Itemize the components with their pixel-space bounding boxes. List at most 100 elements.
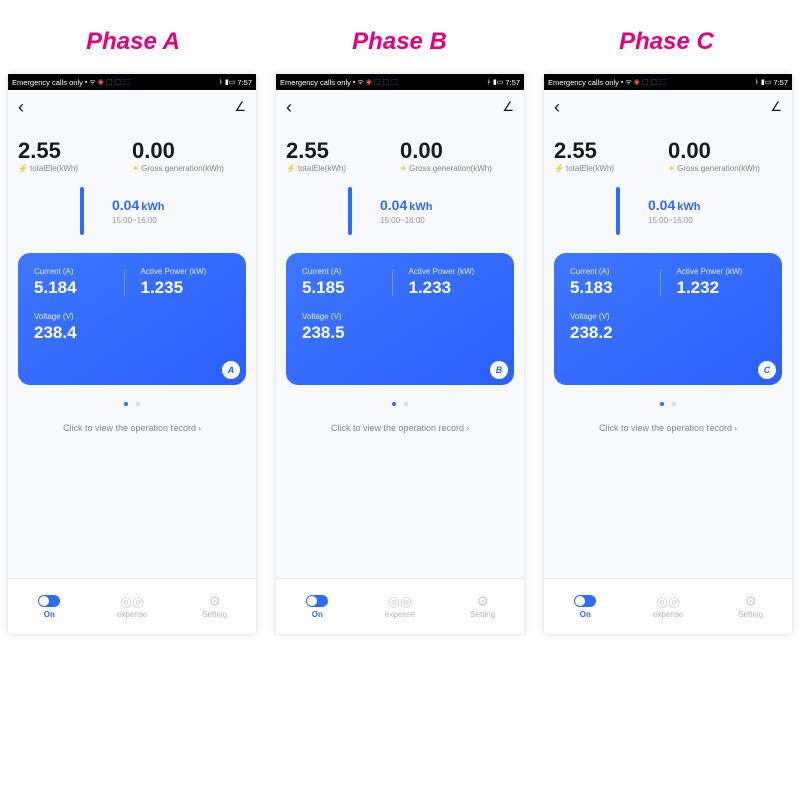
chart-value: 0.04 bbox=[112, 197, 139, 213]
phones-row: Emergency calls only ▪ ᯤ ◉ ⬚ ⬚ ⬚ ᚼ ▮▭ 7:… bbox=[0, 74, 800, 800]
chart-info: 0.04kWh 15:00~16:00 bbox=[648, 197, 700, 225]
operation-record-link[interactable]: Click to view the operation record› bbox=[8, 423, 256, 433]
chart-time-range: 15:00~16:00 bbox=[648, 216, 700, 225]
nav-on[interactable]: On bbox=[8, 579, 91, 634]
dot-active bbox=[124, 402, 128, 406]
phone-screen: Emergency calls only ▪ ᯤ ◉ ⬚ ⬚ ⬚ ᚼ ▮▭ 7:… bbox=[544, 74, 792, 634]
status-right: ᚼ ▮▭ 7:57 bbox=[487, 78, 520, 87]
gross-gen-label: ☀Gross generation(kWh) bbox=[132, 164, 246, 173]
operation-record-link[interactable]: Click to view the operation record› bbox=[544, 423, 792, 433]
gear-icon: ⚙ bbox=[472, 594, 494, 608]
chart-value-line: 0.04kWh bbox=[380, 197, 432, 215]
current-label: Current (A) bbox=[570, 267, 660, 276]
signal-icon: ▪ bbox=[85, 79, 87, 86]
gross-gen-value: 0.00 bbox=[668, 138, 782, 164]
active-power-value: 1.233 bbox=[409, 278, 499, 298]
page-dots bbox=[8, 393, 256, 411]
readings-card[interactable]: Current (A) 5.185 Active Power (kW) 1.23… bbox=[286, 253, 514, 385]
status-left: Emergency calls only ▪ ᯤ ◉ ⬚ ⬚ ⬚ bbox=[280, 78, 398, 87]
nav-on[interactable]: On bbox=[544, 579, 627, 634]
gear-icon: ⚙ bbox=[740, 594, 762, 608]
battery-icon: ▮▭ bbox=[225, 78, 235, 86]
chevron-right-icon: › bbox=[466, 423, 469, 433]
phase-title: Phase B bbox=[352, 28, 447, 56]
gear-icon: ⚙ bbox=[204, 594, 226, 608]
sun-icon: ☀ bbox=[668, 164, 675, 173]
back-button[interactable]: ‹ bbox=[554, 97, 560, 118]
nav-setting-label: Setting bbox=[202, 610, 227, 619]
bottom-nav: On ◎◎ expense ⚙ Setting bbox=[8, 578, 256, 634]
coins-icon: ◎◎ bbox=[389, 594, 411, 608]
voltage-label: Voltage (V) bbox=[302, 312, 498, 321]
nav-on[interactable]: On bbox=[276, 579, 359, 634]
readings-card[interactable]: Current (A) 5.183 Active Power (kW) 1.23… bbox=[554, 253, 782, 385]
nav-expense[interactable]: ◎◎ expense bbox=[91, 579, 174, 634]
total-ele-label: ⚡totalEle(kWh) bbox=[554, 164, 668, 173]
chart-time-range: 15:00~16:00 bbox=[380, 216, 432, 225]
active-power-value: 1.232 bbox=[677, 278, 767, 298]
nav-setting[interactable]: ⚙ Setting bbox=[173, 579, 256, 634]
edit-button[interactable]: ∠ bbox=[234, 99, 246, 115]
bolt-icon: ⚡ bbox=[18, 164, 28, 173]
wifi-icon: ᯤ bbox=[625, 78, 631, 87]
nav-setting-label: Setting bbox=[738, 610, 763, 619]
signal-icon: ▪ bbox=[621, 79, 623, 86]
status-left: Emergency calls only ▪ ᯤ ◉ ⬚ ⬚ ⬚ bbox=[548, 78, 666, 87]
battery-icon: ▮▭ bbox=[761, 78, 771, 86]
dot-inactive bbox=[404, 402, 408, 406]
coins-icon: ◎◎ bbox=[657, 594, 679, 608]
app-icon: ⬚ bbox=[651, 78, 658, 86]
status-network-text: Emergency calls only bbox=[12, 78, 83, 87]
back-button[interactable]: ‹ bbox=[286, 97, 292, 118]
status-time: 7:57 bbox=[505, 78, 520, 87]
chart-area: 0.04kWh 15:00~16:00 bbox=[544, 177, 792, 253]
page-dots bbox=[544, 393, 792, 411]
edit-button[interactable]: ∠ bbox=[502, 99, 514, 115]
dot-active bbox=[392, 402, 396, 406]
app-header: ‹ ∠ bbox=[544, 90, 792, 124]
voltage-cell: Voltage (V) 238.4 bbox=[34, 312, 230, 343]
app-header: ‹ ∠ bbox=[8, 90, 256, 124]
total-ele-value: 2.55 bbox=[286, 138, 400, 164]
infographic-container: Phase A Phase B Phase C Emergency calls … bbox=[0, 0, 800, 800]
nav-setting[interactable]: ⚙ Setting bbox=[441, 579, 524, 634]
app-icon: ◉ bbox=[366, 78, 372, 86]
dot-inactive bbox=[136, 402, 140, 406]
edit-button[interactable]: ∠ bbox=[770, 99, 782, 115]
chart-unit: kWh bbox=[677, 201, 700, 213]
app-icon: ⬚ bbox=[383, 78, 390, 86]
sun-icon: ☀ bbox=[400, 164, 407, 173]
status-time: 7:57 bbox=[773, 78, 788, 87]
bluetooth-icon: ᚼ bbox=[487, 79, 491, 86]
phase-badge: A bbox=[222, 361, 240, 379]
active-power-label: Active Power (kW) bbox=[677, 267, 767, 276]
active-power-label: Active Power (kW) bbox=[409, 267, 499, 276]
nav-expense[interactable]: ◎◎ expense bbox=[359, 579, 442, 634]
active-power-cell: Active Power (kW) 1.233 bbox=[393, 267, 499, 298]
status-network-text: Emergency calls only bbox=[280, 78, 351, 87]
total-ele-block: 2.55 ⚡totalEle(kWh) bbox=[18, 138, 132, 173]
nav-on-label: On bbox=[312, 610, 323, 619]
app-icon: ⬚ bbox=[115, 78, 122, 86]
active-power-value: 1.235 bbox=[141, 278, 231, 298]
operation-record-link[interactable]: Click to view the operation record› bbox=[276, 423, 524, 433]
status-left: Emergency calls only ▪ ᯤ ◉ ⬚ ⬚ ⬚ bbox=[12, 78, 130, 87]
nav-expense[interactable]: ◎◎ expense bbox=[627, 579, 710, 634]
chart-unit: kWh bbox=[409, 201, 432, 213]
phone-screen: Emergency calls only ▪ ᯤ ◉ ⬚ ⬚ ⬚ ᚼ ▮▭ 7:… bbox=[276, 74, 524, 634]
chart-area: 0.04kWh 15:00~16:00 bbox=[276, 177, 524, 253]
bolt-icon: ⚡ bbox=[286, 164, 296, 173]
chevron-right-icon: › bbox=[734, 423, 737, 433]
gross-gen-value: 0.00 bbox=[400, 138, 514, 164]
chart-value-line: 0.04kWh bbox=[648, 197, 700, 215]
chart-bar bbox=[80, 187, 84, 235]
nav-setting[interactable]: ⚙ Setting bbox=[709, 579, 792, 634]
current-cell: Current (A) 5.183 bbox=[570, 267, 660, 298]
active-power-cell: Active Power (kW) 1.232 bbox=[661, 267, 767, 298]
chart-value: 0.04 bbox=[648, 197, 675, 213]
back-button[interactable]: ‹ bbox=[18, 97, 24, 118]
phase-title: Phase C bbox=[619, 28, 714, 56]
readings-card[interactable]: Current (A) 5.184 Active Power (kW) 1.23… bbox=[18, 253, 246, 385]
bluetooth-icon: ᚼ bbox=[755, 79, 759, 86]
toggle-on-icon bbox=[574, 594, 596, 608]
